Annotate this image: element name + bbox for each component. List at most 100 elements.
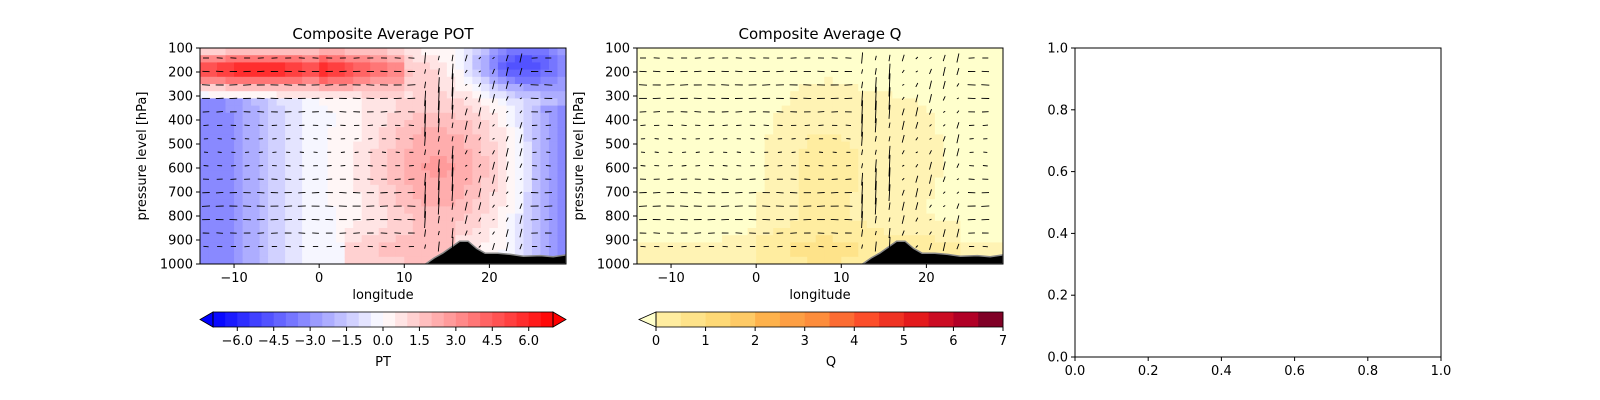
field-cell bbox=[344, 112, 354, 121]
field-cell bbox=[463, 98, 473, 107]
field-cell bbox=[722, 163, 732, 171]
field-cell bbox=[217, 69, 227, 78]
field-cell bbox=[926, 163, 936, 171]
wind-vector bbox=[956, 83, 960, 87]
field-cell bbox=[438, 177, 448, 186]
field-cell bbox=[327, 84, 337, 92]
field-cell bbox=[977, 98, 987, 107]
field-cell bbox=[909, 98, 919, 107]
field-cell bbox=[327, 170, 337, 179]
field-cell bbox=[994, 48, 1003, 56]
field-cell bbox=[319, 156, 329, 164]
field-cell bbox=[336, 55, 346, 63]
field-cell bbox=[370, 177, 380, 186]
field-cell bbox=[251, 228, 261, 236]
field-cell bbox=[705, 112, 715, 121]
wind-vector bbox=[203, 124, 209, 127]
field-cell bbox=[943, 177, 953, 186]
wind-vector bbox=[956, 67, 960, 76]
field-cell bbox=[225, 170, 235, 179]
wind-vector bbox=[478, 107, 482, 117]
field-cell bbox=[548, 134, 559, 143]
field-cell bbox=[412, 228, 422, 236]
wind-vector bbox=[942, 110, 946, 113]
field-cell bbox=[293, 184, 303, 193]
field-cell bbox=[327, 235, 337, 243]
field-cell bbox=[327, 213, 337, 222]
field-cell bbox=[739, 48, 749, 56]
field-cell bbox=[713, 213, 723, 222]
field-cell bbox=[841, 206, 851, 215]
field-cell bbox=[412, 242, 422, 251]
field-cell bbox=[807, 184, 817, 193]
field-cell bbox=[858, 256, 868, 264]
field-cell bbox=[815, 249, 825, 258]
field-cell bbox=[909, 177, 919, 186]
wind-vector bbox=[874, 77, 877, 93]
field-cell bbox=[773, 235, 783, 243]
field-cell bbox=[637, 199, 647, 207]
field-cell bbox=[756, 91, 766, 99]
field-cell bbox=[540, 156, 550, 164]
field-cell bbox=[968, 220, 979, 229]
field-cell bbox=[353, 105, 363, 114]
colorbar-segment bbox=[273, 312, 287, 327]
field-cell bbox=[926, 199, 936, 207]
field-cell bbox=[463, 228, 473, 236]
field-cell bbox=[370, 148, 380, 157]
wind-vector bbox=[437, 159, 440, 173]
field-cell bbox=[892, 235, 902, 243]
field-cell bbox=[934, 213, 945, 222]
field-cell bbox=[849, 192, 859, 200]
field-cell bbox=[370, 242, 380, 251]
field-cell bbox=[773, 91, 783, 99]
field-cell bbox=[327, 62, 337, 71]
field-cell bbox=[293, 134, 303, 143]
wind-vector bbox=[956, 215, 960, 224]
field-cell bbox=[327, 148, 337, 157]
field-cell bbox=[968, 141, 979, 150]
field-cell bbox=[540, 235, 550, 243]
field-cell bbox=[773, 48, 783, 56]
wind-vector bbox=[492, 108, 495, 115]
field-cell bbox=[344, 213, 354, 222]
field-cell bbox=[722, 141, 732, 150]
field-cell bbox=[523, 242, 533, 251]
field-cell bbox=[781, 199, 791, 207]
field-cell bbox=[781, 192, 791, 200]
field-cell bbox=[909, 76, 919, 85]
field-cell bbox=[489, 199, 499, 207]
field-cell bbox=[557, 98, 566, 107]
field-cell bbox=[849, 184, 859, 193]
field-cell bbox=[421, 177, 431, 186]
field-cell bbox=[679, 141, 689, 150]
field-cell bbox=[943, 141, 953, 150]
colorbar-tick-label: 6.0 bbox=[518, 334, 539, 349]
field-cell bbox=[943, 148, 953, 157]
colorbar-segment bbox=[730, 312, 756, 327]
field-cell bbox=[421, 256, 431, 264]
field-cell bbox=[705, 69, 715, 78]
field-cell bbox=[713, 120, 723, 128]
field-cell bbox=[866, 141, 876, 150]
y-tick-label: 500 bbox=[168, 138, 193, 153]
wind-vector bbox=[861, 244, 864, 249]
field-cell bbox=[807, 235, 817, 243]
wind-vector bbox=[694, 191, 702, 194]
field-cell bbox=[319, 184, 329, 193]
wind-vector bbox=[901, 120, 905, 130]
wind-vector bbox=[201, 205, 211, 207]
colorbar-segment bbox=[779, 312, 806, 327]
wind-vector bbox=[451, 122, 454, 129]
field-cell bbox=[883, 148, 893, 157]
field-cell bbox=[489, 141, 499, 150]
field-cell bbox=[548, 55, 559, 63]
field-cell bbox=[208, 98, 218, 107]
field-cell bbox=[370, 48, 380, 56]
field-cell bbox=[866, 127, 876, 135]
field-cell bbox=[747, 148, 757, 157]
wind-vector bbox=[505, 124, 509, 127]
field-cell bbox=[259, 228, 269, 236]
field-cell bbox=[531, 105, 542, 114]
wind-vector bbox=[681, 124, 687, 127]
